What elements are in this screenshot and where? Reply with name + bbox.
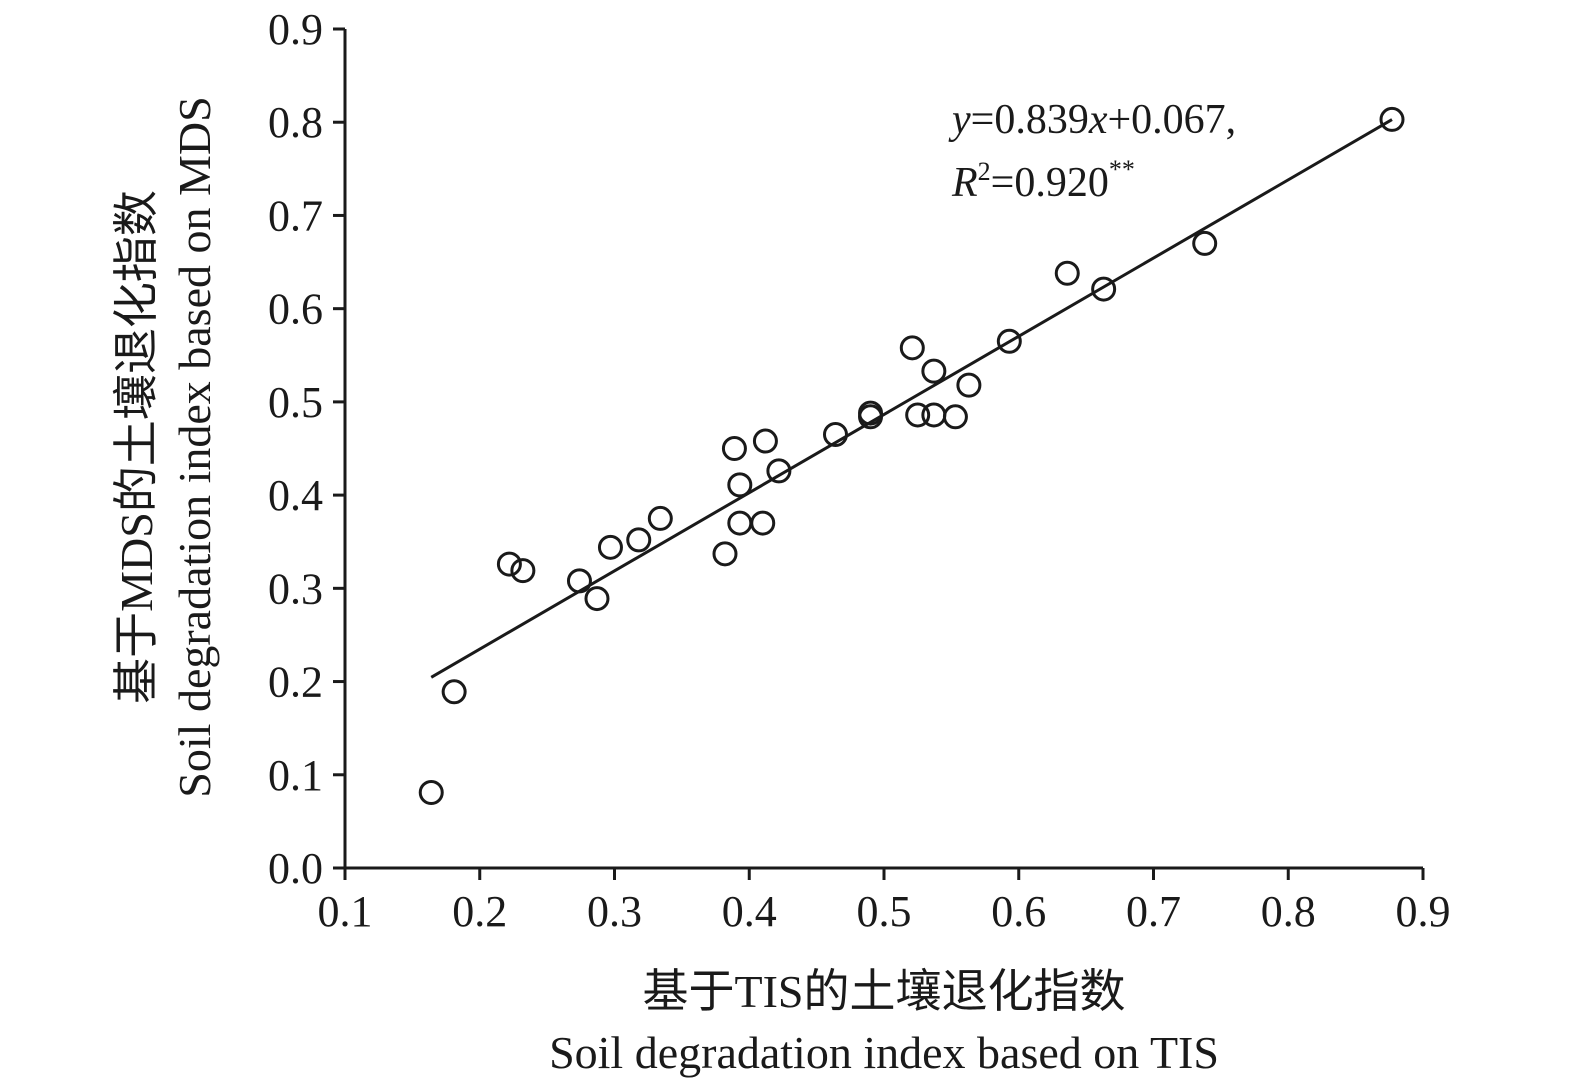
fit-line-group [430, 118, 1393, 679]
data-point [626, 527, 652, 553]
y-axis-title-cn: 基于MDS的土壤退化指数 [111, 190, 162, 704]
regression-annotation: y=0.839x+0.067, R2=0.920** [948, 97, 1236, 206]
r-squared: R2=0.920** [951, 155, 1135, 206]
data-point [956, 372, 982, 398]
data-point [584, 586, 610, 612]
regression-line [430, 118, 1393, 679]
equation-intercept: +0.067, [1108, 97, 1237, 143]
x-tick-label: 0.1 [318, 887, 373, 936]
data-point [721, 436, 747, 461]
data-point [566, 568, 592, 594]
data-point [496, 551, 522, 577]
y-axis: 0.0 0.1 0.2 0.3 0.4 0.5 0.6 0.7 0.8 0.9 [268, 5, 347, 893]
equation-y-var: y [948, 97, 971, 143]
x-tick-label: 0.3 [587, 887, 642, 936]
data-point [1091, 276, 1117, 302]
data-point [921, 358, 947, 384]
y-tick-label: 0.8 [268, 98, 323, 147]
equation-x-var: x [1088, 97, 1108, 143]
x-tick-label: 0.8 [1261, 887, 1316, 936]
y-axis-title-en: Soil degradation index based on MDS [169, 96, 220, 797]
data-point [712, 541, 738, 567]
data-point [647, 505, 673, 531]
r2-symbol: R [951, 160, 978, 206]
x-tick-label: 0.4 [722, 887, 777, 936]
y-tick-label: 0.9 [268, 5, 323, 54]
data-point [441, 679, 467, 705]
equation-slope: =0.839 [971, 97, 1089, 143]
r2-superscript: 2 [978, 157, 991, 186]
data-point [727, 472, 753, 498]
y-tick-label: 0.1 [268, 751, 323, 800]
data-point [822, 422, 848, 448]
data-point [1054, 260, 1080, 286]
y-tick-label: 0.7 [268, 191, 323, 240]
y-tick-label: 0.3 [268, 564, 323, 613]
data-point [1192, 230, 1218, 256]
data-points [418, 106, 1405, 805]
y-tick-label: 0.6 [268, 285, 323, 334]
x-axis: 0.1 0.2 0.3 0.4 0.5 0.6 0.7 0.8 0.9 [318, 866, 1451, 936]
data-point [766, 458, 792, 484]
x-tick-label: 0.7 [1126, 887, 1181, 936]
data-point [942, 404, 968, 430]
y-axis-title: 基于MDS的土壤退化指数 Soil degradation index base… [111, 96, 220, 797]
data-point [752, 428, 778, 454]
data-point [510, 558, 536, 584]
data-point [597, 534, 623, 560]
x-tick-label: 0.2 [452, 887, 507, 936]
x-axis-title-en: Soil degradation index based on TIS [549, 1027, 1219, 1078]
data-point [921, 402, 947, 428]
x-axis-title: 基于TIS的土壤退化指数 Soil degradation index base… [549, 966, 1219, 1078]
data-point [858, 400, 884, 426]
y-tick-label: 0.2 [268, 658, 323, 707]
data-point [1379, 106, 1405, 132]
data-point [418, 779, 444, 805]
data-point [905, 402, 931, 428]
fit-equation: y=0.839x+0.067, [948, 97, 1236, 143]
data-point [996, 328, 1022, 354]
x-axis-title-cn: 基于TIS的土壤退化指数 [643, 966, 1126, 1017]
data-point [750, 510, 776, 536]
x-tick-label: 0.9 [1396, 887, 1451, 936]
x-tick-label: 0.5 [857, 887, 912, 936]
r2-value: =0.920 [991, 160, 1109, 206]
data-point [899, 335, 925, 361]
y-tick-label: 0.5 [268, 378, 323, 427]
x-tick-label: 0.6 [991, 887, 1046, 936]
y-tick-label: 0.0 [268, 844, 323, 893]
data-point [727, 510, 753, 536]
y-tick-label: 0.4 [268, 471, 323, 520]
significance-stars: ** [1109, 155, 1135, 184]
